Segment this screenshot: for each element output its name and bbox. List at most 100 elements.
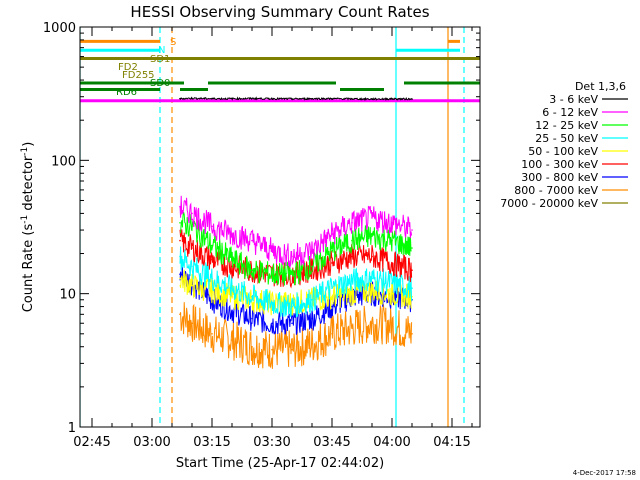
data-point bbox=[231, 97, 233, 100]
legend-label: 300 - 800 keV bbox=[521, 171, 598, 184]
data-point bbox=[351, 327, 353, 330]
legend-label: 50 - 100 keV bbox=[528, 145, 598, 158]
x-tick-label: 03:15 bbox=[193, 435, 230, 450]
y-axis: 1 10 100 1000 bbox=[43, 21, 480, 436]
legend-label: 800 - 7000 keV bbox=[514, 184, 598, 197]
data-point bbox=[371, 217, 373, 219]
flag-label: FD255 bbox=[122, 70, 155, 81]
data-point bbox=[271, 249, 273, 252]
data-point bbox=[411, 247, 413, 249]
data-point bbox=[311, 343, 313, 345]
data-point bbox=[291, 98, 293, 100]
data-point bbox=[311, 298, 313, 301]
y-tick-label: 100 bbox=[51, 154, 76, 169]
y-tick-label: 1000 bbox=[43, 21, 76, 36]
data-point bbox=[351, 98, 353, 100]
timestamp: 4-Dec-2017 17:58 bbox=[573, 469, 636, 477]
flag-label: N bbox=[158, 45, 165, 56]
x-axis: 02:45 03:00 03:15 03:30 03:45 04:00 04:15 bbox=[73, 27, 473, 450]
data-point bbox=[391, 222, 393, 224]
x-tick-label: 02:45 bbox=[73, 435, 110, 450]
data-point bbox=[411, 229, 413, 231]
data-point bbox=[391, 98, 393, 100]
series-line bbox=[179, 211, 412, 286]
data-point bbox=[371, 255, 373, 258]
flag-label: FD2 bbox=[118, 62, 138, 73]
data-point bbox=[331, 305, 333, 308]
legend-label: 7000 - 20000 keV bbox=[500, 197, 598, 210]
data-point bbox=[391, 239, 393, 242]
data-point bbox=[291, 348, 293, 351]
series-line bbox=[179, 195, 413, 268]
data-point bbox=[179, 239, 181, 242]
data-point bbox=[291, 305, 293, 308]
legend-label: 25 - 50 keV bbox=[535, 132, 598, 145]
data-point bbox=[211, 258, 213, 261]
data-point bbox=[179, 205, 181, 208]
chart-title: HESSI Observing Summary Count Rates bbox=[130, 3, 429, 21]
y-axis-label: Count Rate (s-1 detector-1) bbox=[20, 142, 36, 313]
legend-label: 100 - 300 keV bbox=[521, 158, 598, 171]
x-tick-label: 04:00 bbox=[373, 435, 410, 450]
x-tick-label: 03:45 bbox=[313, 435, 350, 450]
data-point bbox=[191, 284, 193, 287]
data-point bbox=[331, 333, 333, 335]
plot-content bbox=[80, 27, 480, 427]
data-point bbox=[291, 322, 293, 325]
data-point bbox=[251, 239, 253, 242]
data-point bbox=[179, 273, 181, 275]
data-point bbox=[391, 292, 393, 295]
data-point bbox=[251, 295, 253, 298]
data-point bbox=[211, 244, 213, 247]
data-point bbox=[271, 322, 273, 325]
data-point bbox=[311, 265, 313, 268]
data-point bbox=[371, 235, 373, 237]
data-point bbox=[371, 322, 373, 325]
y-tick-label: 1 bbox=[68, 421, 76, 436]
data-point bbox=[211, 97, 213, 100]
data-point bbox=[351, 292, 353, 295]
x-tick-label: 04:15 bbox=[433, 435, 470, 450]
data-point bbox=[231, 233, 233, 235]
series-line bbox=[179, 302, 413, 369]
data-point bbox=[271, 273, 273, 275]
data-point bbox=[291, 273, 293, 275]
legend-title: Det 1,3,6 bbox=[575, 80, 626, 93]
data-point bbox=[231, 258, 233, 261]
data-point bbox=[231, 287, 233, 289]
legend-label: 6 - 12 keV bbox=[542, 106, 598, 119]
data-point bbox=[291, 255, 293, 258]
data-point bbox=[251, 345, 253, 348]
data-point bbox=[331, 295, 333, 298]
data-point bbox=[371, 290, 373, 292]
data-point bbox=[211, 333, 213, 335]
data-point bbox=[331, 287, 333, 289]
data-point bbox=[311, 97, 313, 100]
data-point bbox=[191, 212, 193, 215]
data-point bbox=[411, 269, 413, 271]
y-tick-label: 10 bbox=[59, 288, 76, 303]
flag-label: SD1 bbox=[150, 54, 170, 65]
data-point bbox=[271, 302, 273, 304]
data-point bbox=[271, 97, 273, 100]
data-point bbox=[311, 249, 313, 252]
data-point bbox=[231, 309, 233, 312]
data-point bbox=[371, 277, 373, 280]
data-point bbox=[391, 324, 393, 327]
data-point bbox=[191, 97, 193, 100]
data-point bbox=[411, 287, 413, 289]
series-line bbox=[179, 96, 412, 101]
data-point bbox=[331, 233, 333, 235]
data-point bbox=[179, 313, 181, 316]
x-tick-label: 03:00 bbox=[133, 435, 170, 450]
data-point bbox=[351, 239, 353, 242]
data-point bbox=[251, 97, 253, 100]
x-tick-label: 03:30 bbox=[253, 435, 290, 450]
data-point bbox=[191, 225, 193, 228]
data-point bbox=[179, 97, 181, 100]
data-point bbox=[179, 277, 181, 280]
data-point bbox=[179, 222, 181, 224]
data-point bbox=[251, 269, 253, 271]
